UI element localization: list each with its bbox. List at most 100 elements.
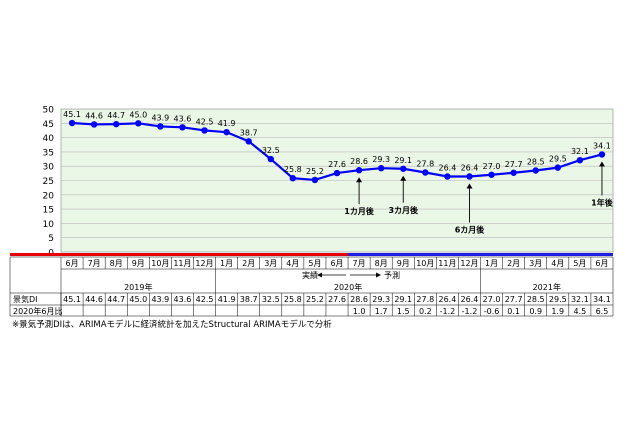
x-tick-label: 8月 — [375, 259, 388, 268]
data-point — [488, 171, 495, 178]
data-point — [135, 120, 142, 127]
period-arrowhead — [317, 272, 323, 278]
actual-period-bar — [10, 253, 349, 256]
x-tick-label: 10月 — [151, 259, 169, 268]
table-cell-di: 29.1 — [394, 295, 412, 304]
data-point — [267, 155, 274, 163]
data-label: 38.7 — [240, 128, 258, 137]
annotation-arrowhead — [400, 175, 407, 181]
table-cell-diff: -1.2 — [462, 307, 478, 316]
actual-label: 実績 — [302, 270, 318, 280]
data-point — [333, 169, 341, 177]
year-label: 2019年 — [124, 282, 152, 292]
y-tick-label: 5 — [48, 234, 54, 244]
table-cell-diff: 6.5 — [596, 307, 609, 316]
data-label: 27.8 — [416, 159, 434, 168]
y-tick-label: 30 — [43, 163, 55, 173]
x-tick-label: 9月 — [132, 259, 145, 268]
table-cell-di: 43.9 — [151, 295, 169, 304]
x-tick-label: 11月 — [438, 259, 456, 268]
annotation-label: 6カ月後 — [455, 224, 486, 234]
y-tick-label: 40 — [43, 134, 55, 144]
x-tick-label: 7月 — [353, 259, 366, 268]
data-point — [444, 173, 451, 180]
table-cell-di: 26.4 — [438, 295, 456, 304]
data-point — [355, 167, 363, 174]
table-cell-di: 43.6 — [174, 295, 192, 304]
table-cell-diff: 1.5 — [397, 307, 410, 316]
data-label: 29.5 — [549, 155, 567, 164]
data-point — [90, 121, 98, 128]
table-cell-diff: 1.9 — [551, 307, 564, 316]
period-arrowhead — [376, 272, 382, 278]
x-tick-label: 6月 — [595, 259, 608, 268]
annotation-label: 1カ月後 — [344, 206, 375, 216]
y-tick-label: 45 — [43, 120, 54, 130]
y-tick-label: 35 — [43, 148, 54, 158]
table-cell-di: 25.8 — [284, 295, 302, 304]
x-tick-label: 7月 — [88, 259, 101, 268]
table-cell-diff: 0.2 — [419, 307, 432, 316]
table-cell-di: 25.2 — [306, 295, 324, 304]
data-point — [201, 127, 208, 134]
data-label: 34.1 — [593, 141, 611, 150]
row-label-diff: 2020年6月比 — [13, 306, 62, 316]
data-label: 27.0 — [483, 162, 501, 171]
table-cell-di: 44.6 — [85, 295, 103, 304]
year-label: 2020年 — [334, 282, 362, 292]
data-label: 25.2 — [306, 167, 324, 176]
table-cell-diff: -1.2 — [440, 307, 456, 316]
x-tick-label: 2月 — [507, 259, 520, 268]
data-point — [576, 156, 584, 164]
data-label: 45.1 — [63, 110, 81, 119]
table-cell-diff: 0.9 — [529, 307, 542, 316]
data-label: 44.7 — [107, 111, 125, 120]
table-cell-di: 29.3 — [372, 295, 390, 304]
data-point — [157, 123, 164, 130]
x-tick-label: 2月 — [242, 259, 255, 268]
data-label: 32.1 — [571, 147, 589, 156]
x-tick-label: 6月 — [65, 259, 78, 268]
table-cell-di: 26.4 — [461, 295, 479, 304]
table-cell-di: 34.1 — [593, 295, 611, 304]
x-tick-label: 3月 — [264, 259, 277, 268]
data-label: 42.5 — [196, 117, 214, 126]
data-point — [289, 175, 297, 182]
table-cell-di: 27.6 — [328, 295, 346, 304]
data-point — [311, 176, 319, 184]
data-label: 29.3 — [372, 155, 390, 164]
x-tick-label: 12月 — [460, 259, 478, 268]
data-point — [598, 151, 606, 158]
table-cell-diff: 4.5 — [574, 307, 587, 316]
data-label: 43.9 — [151, 113, 169, 122]
data-label: 45.0 — [129, 110, 147, 119]
table-cell-di: 29.5 — [549, 295, 567, 304]
table-cell-di: 28.5 — [527, 295, 545, 304]
table-cell-di: 38.7 — [240, 295, 258, 304]
table-cell-di: 42.5 — [196, 295, 214, 304]
year-label: 2021年 — [533, 282, 561, 292]
table-cell-diff: 1.0 — [353, 307, 366, 316]
data-point — [377, 165, 385, 172]
data-label: 26.4 — [438, 163, 456, 172]
annotation-arrowhead — [356, 177, 363, 183]
annotation-arrowhead — [598, 161, 605, 167]
data-label: 27.6 — [328, 160, 346, 169]
table-cell-di: 45.0 — [129, 295, 147, 304]
y-tick-label: 50 — [43, 106, 55, 116]
y-tick-label: 25 — [43, 177, 54, 187]
x-tick-label: 4月 — [551, 259, 564, 268]
data-point — [223, 128, 230, 136]
data-point — [422, 169, 429, 176]
x-tick-label: 12月 — [195, 259, 213, 268]
table-cell-diff: 0.1 — [507, 307, 520, 316]
data-point — [179, 124, 186, 131]
data-point — [113, 120, 120, 128]
table-cell-di: 32.1 — [571, 295, 589, 304]
annotation-arrowhead — [466, 183, 473, 189]
table-cell-di: 32.5 — [262, 295, 280, 304]
x-tick-label: 6月 — [330, 259, 343, 268]
y-tick-label: 15 — [43, 206, 54, 216]
table-cell-di: 28.6 — [350, 295, 368, 304]
